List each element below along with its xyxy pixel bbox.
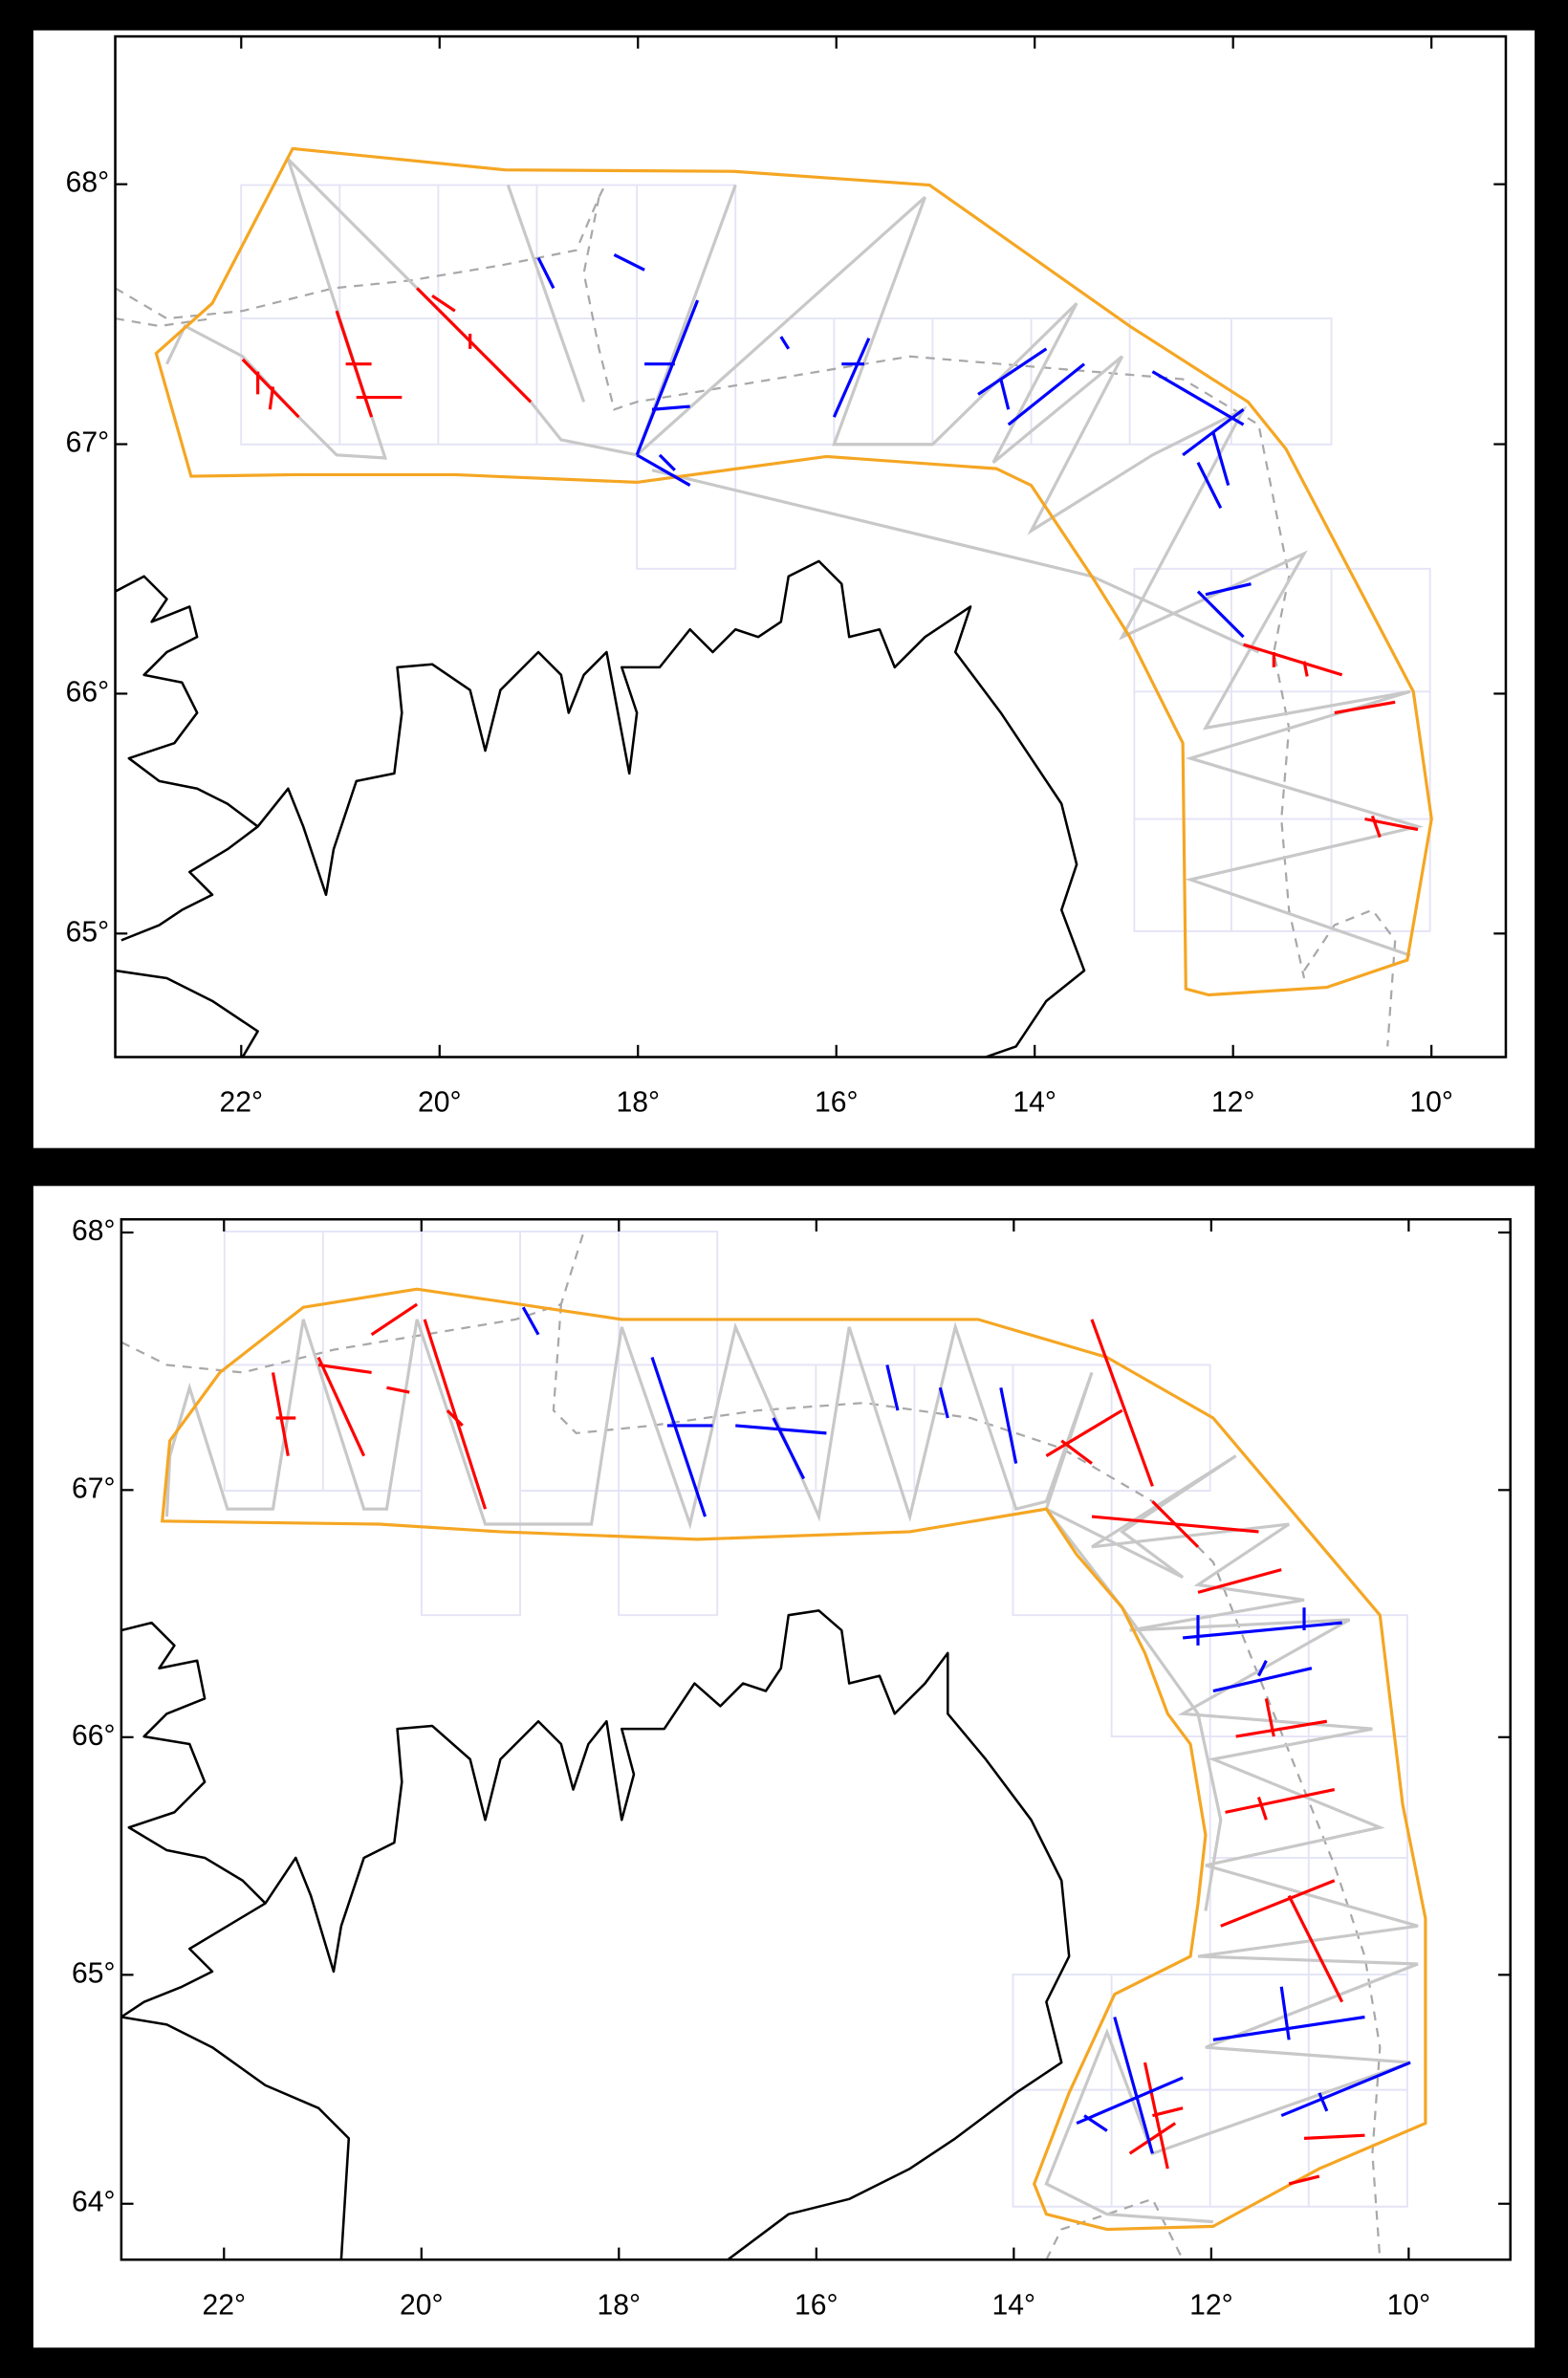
survey-track <box>164 1319 1419 2224</box>
transect-red <box>271 1302 1365 2186</box>
x-tick-label: 20° <box>418 1087 462 1119</box>
transect-red <box>241 287 1419 839</box>
x-tick-label: 12° <box>1189 2289 1233 2321</box>
x-tick-label: 20° <box>400 2289 444 2321</box>
x-tick-label: 16° <box>815 1087 859 1119</box>
frame-top <box>114 34 1508 1058</box>
panel-top <box>33 30 1535 1148</box>
x-tick-label: 22° <box>202 2289 246 2321</box>
y-tick-label: 65° <box>72 1957 116 1989</box>
x-tick-label: 10° <box>1387 2289 1431 2321</box>
dashed-track <box>120 1231 1382 2260</box>
transect-blue <box>521 1306 1411 2154</box>
coastline <box>115 559 1086 1058</box>
x-tick-label: 18° <box>616 1087 660 1119</box>
x-tick-label: 16° <box>795 2289 838 2321</box>
transect-blue <box>536 253 1252 639</box>
map-bottom <box>120 1230 1427 2260</box>
y-tick-label: 68° <box>66 167 110 199</box>
x-tick-label: 18° <box>598 2289 642 2321</box>
y-tick-label: 64° <box>72 2187 116 2218</box>
y-tick-label: 66° <box>66 676 110 708</box>
x-tick-label: 12° <box>1211 1087 1255 1119</box>
survey-area <box>160 1287 1427 2232</box>
y-tick-label: 67° <box>66 426 110 458</box>
y-tick-label: 68° <box>72 1215 116 1247</box>
y-tick-label: 65° <box>66 916 110 948</box>
y-tick-label: 67° <box>72 1473 116 1504</box>
x-tick-label: 14° <box>992 2289 1036 2321</box>
coastline <box>120 1609 1071 2260</box>
grid-cells <box>223 1230 1408 2208</box>
survey-area <box>154 146 1433 997</box>
x-tick-label: 10° <box>1409 1087 1453 1119</box>
y-tick-label: 66° <box>72 1720 116 1752</box>
panel-bottom <box>33 1186 1535 2348</box>
x-tick-label: 22° <box>220 1087 264 1119</box>
x-tick-label: 14° <box>1013 1087 1056 1119</box>
map-top <box>115 146 1433 1058</box>
